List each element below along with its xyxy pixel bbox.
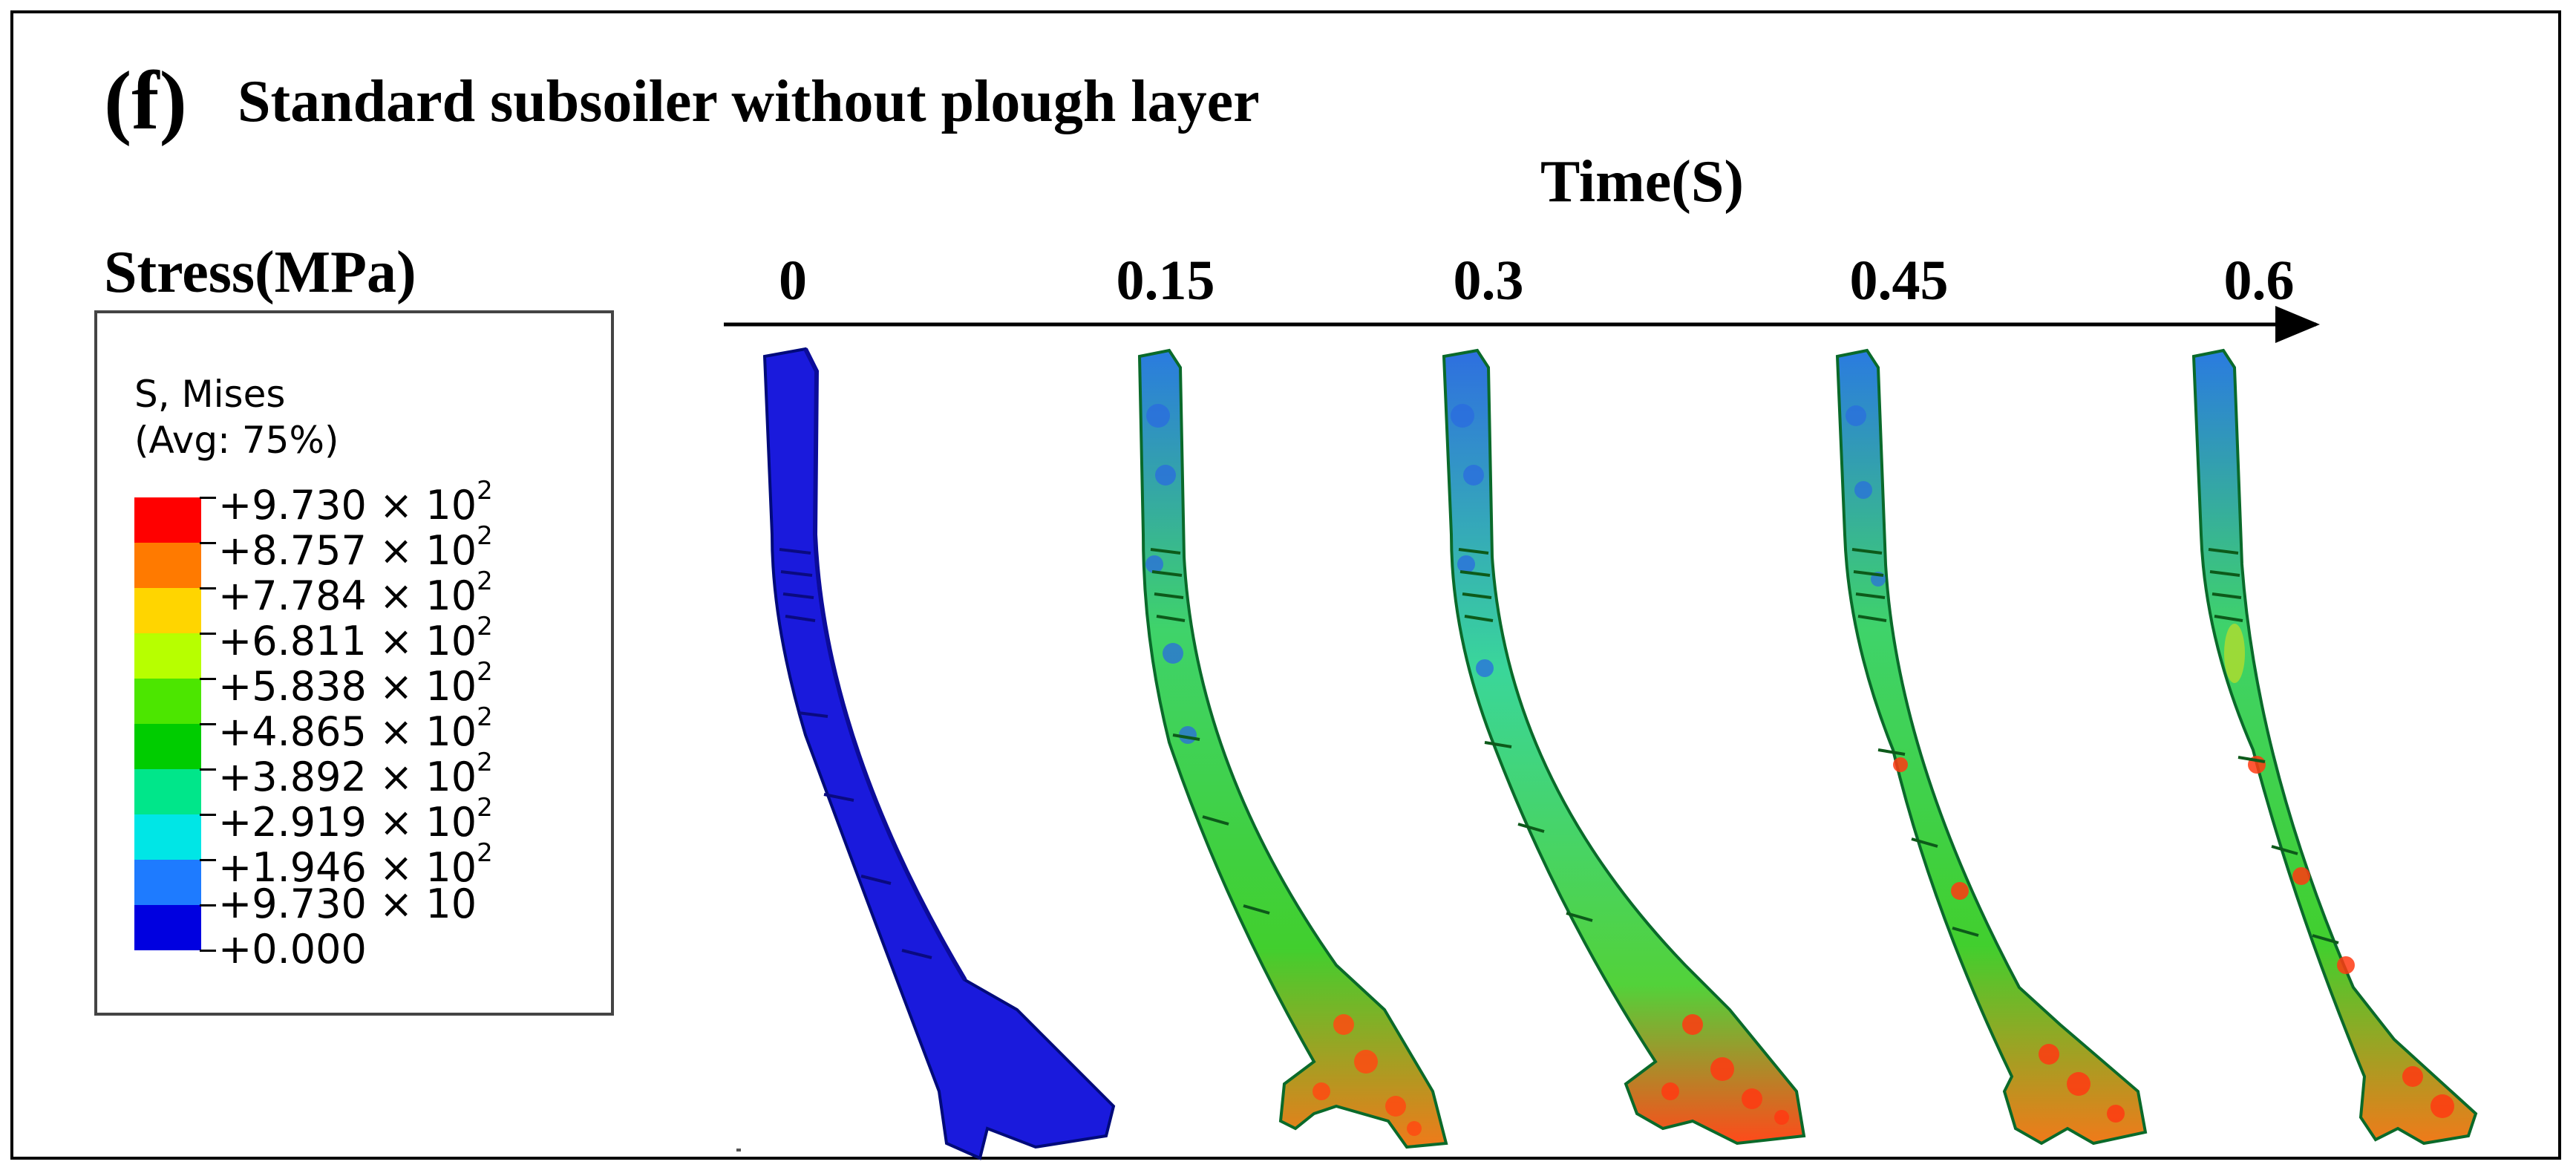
legend-swatch: [134, 543, 201, 588]
time-tick-0-15: 0.15: [1116, 249, 1215, 312]
figure-frame: [10, 10, 2561, 1160]
legend-tick: [200, 587, 216, 589]
panel-title: Standard subsoiler without plough layer: [238, 69, 1260, 134]
legend-level-label: +0.000: [218, 926, 367, 973]
panel-label: (f): [104, 55, 187, 147]
time-tick-0-6: 0.6: [2223, 249, 2295, 312]
legend-level-label: +2.919 × 102: [218, 793, 493, 846]
legend-tick: [200, 768, 216, 771]
legend-level-label: +9.730 × 102: [218, 476, 493, 529]
legend-tick: [200, 950, 216, 952]
subsoiler-snapshot-0-3: [1442, 348, 1806, 1146]
legend-tick: [200, 904, 216, 906]
legend-tick: [200, 814, 216, 816]
stress-legend: S, Mises (Avg: 75%) +9.730 × 102 +8.757 ×…: [94, 310, 614, 1016]
subsoiler-snapshot-0-15: [1137, 348, 1448, 1149]
legend-level-label: +5.838 × 102: [218, 657, 493, 710]
legend-tick: [200, 542, 216, 544]
subsoiler-snapshot-0-45: [1835, 348, 2148, 1146]
time-tick-0-45: 0.45: [1849, 249, 1949, 312]
stray-mark: [736, 1149, 741, 1152]
time-tick-0-3: 0.3: [1453, 249, 1524, 312]
legend-swatch: [134, 814, 201, 860]
legend-swatch: [134, 860, 201, 905]
legend-tick: [200, 723, 216, 725]
legend-swatch: [134, 905, 201, 950]
legend-tick: [200, 497, 216, 499]
time-tick-0: 0: [779, 249, 807, 312]
time-axis-title: Time(S): [1540, 149, 1745, 215]
legend-swatch: [134, 588, 201, 633]
legend-level-label: +1.946 × 102: [218, 838, 493, 891]
legend-tick: [200, 859, 216, 861]
legend-tick: [200, 633, 216, 635]
subsoiler-snapshot-0-6: [2191, 348, 2478, 1146]
legend-swatch: [134, 497, 201, 543]
legend-level-label: +4.865 × 102: [218, 702, 493, 755]
legend-tick: [200, 678, 216, 680]
legend-swatch: [134, 633, 201, 679]
legend-averaging: (Avg: 75%): [134, 419, 339, 462]
legend-swatch: [134, 679, 201, 724]
legend-level-label: +6.811 × 102: [218, 612, 493, 664]
legend-level-label: +8.757 × 102: [218, 521, 493, 574]
subsoiler-snapshot-0: [762, 347, 1116, 1160]
legend-title: Stress(MPa): [104, 240, 416, 305]
legend-swatch: [134, 724, 201, 769]
legend-level-label: +7.784 × 102: [218, 566, 493, 619]
legend-level-label: +9.730 × 10: [218, 881, 477, 927]
legend-variable: S, Mises: [134, 373, 286, 416]
legend-swatch: [134, 769, 201, 814]
legend-level-label: +3.892 × 102: [218, 748, 493, 800]
